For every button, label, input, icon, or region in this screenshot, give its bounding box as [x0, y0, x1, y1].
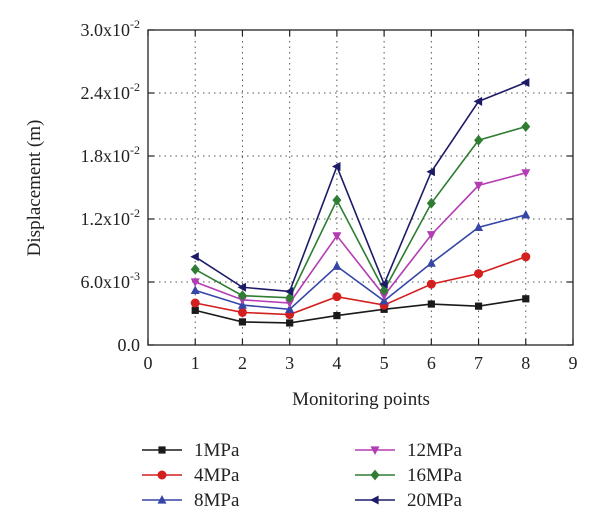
marker-circle	[237, 307, 247, 317]
y-tick-label: 6.0x10-3	[81, 269, 141, 292]
marker-triangle-down	[521, 169, 531, 178]
legend-label: 16MPa	[407, 465, 462, 486]
x-tick-label: 2	[238, 353, 247, 373]
series-20MPa	[190, 78, 530, 296]
y-tick-label: 1.2x10-2	[81, 206, 141, 229]
marker-triangle-left	[331, 162, 341, 171]
x-tick-label: 6	[427, 353, 436, 373]
series-line	[194, 214, 526, 311]
series-4MPa	[190, 252, 531, 320]
legend: 1MPa 4MPa 8MPa 12MPa 16MPa 20MPa	[142, 440, 462, 511]
marker-triangle-down	[474, 181, 484, 191]
legend-item-12MPa: 12MPa	[355, 440, 462, 461]
series-line	[195, 298, 526, 324]
marker-circle	[157, 470, 167, 480]
x-axis-title: Monitoring points	[292, 389, 430, 410]
y-tick-label: 0.0	[118, 335, 141, 355]
marker-triangle-up	[285, 304, 295, 313]
marker-triangle-up	[190, 285, 200, 294]
x-tick-label: 7	[474, 353, 483, 373]
marker-triangle-up	[157, 495, 167, 504]
series-line	[194, 125, 526, 299]
y-axis-title: Displacement (m)	[24, 120, 45, 257]
marker-diamond	[190, 264, 200, 275]
marker-triangle-up	[332, 261, 342, 270]
marker-diamond	[426, 197, 436, 209]
marker-square	[191, 306, 199, 314]
legend-item-8MPa: 8MPa	[142, 490, 240, 511]
marker-triangle-down	[285, 299, 295, 308]
marker-diamond	[521, 121, 531, 132]
marker-triangle-left	[473, 96, 483, 106]
y-tick-label: 2.4x10-2	[81, 80, 141, 103]
marker-circle	[426, 279, 436, 289]
marker-diamond	[474, 134, 484, 146]
legend-label: 4MPa	[194, 465, 240, 486]
series-16MPa	[190, 121, 531, 304]
x-tick-label: 9	[569, 353, 578, 373]
marker-square	[158, 446, 166, 454]
marker-circle	[521, 252, 531, 262]
marker-triangle-left	[237, 282, 247, 292]
marker-diamond	[370, 469, 380, 481]
axes: 0 1 2 3 4 5 6 7 8 9 0.0 6.0x10-3 1.2x10-2 1.8x10-2 2.4…	[81, 17, 578, 373]
x-tick-label: 8	[521, 353, 530, 373]
legend-item-1MPa: 1MPa	[142, 440, 240, 461]
y-tick-label: 1.8x10-2	[81, 143, 141, 166]
marker-triangle-up	[521, 209, 531, 219]
marker-triangle-down	[379, 292, 389, 301]
marker-square	[238, 318, 247, 326]
x-tick-label: 1	[191, 353, 200, 373]
marker-triangle-left	[426, 167, 435, 177]
x-tick-label: 0	[144, 353, 153, 373]
marker-triangle-down	[370, 446, 380, 455]
series-layer	[190, 78, 531, 327]
marker-triangle-left	[284, 286, 294, 296]
marker-triangle-up	[474, 222, 484, 231]
legend-label: 1MPa	[194, 440, 240, 461]
marker-diamond	[285, 292, 295, 304]
x-tick-label: 3	[285, 353, 294, 373]
legend-label: 8MPa	[194, 490, 240, 511]
marker-triangle-down	[332, 232, 342, 241]
y-tick-label: 3.0x10-2	[81, 17, 141, 40]
marker-triangle-up	[426, 258, 436, 267]
marker-triangle-left	[379, 279, 388, 289]
legend-label: 20MPa	[407, 490, 462, 511]
marker-diamond	[237, 290, 247, 302]
legend-item-16MPa: 16MPa	[355, 465, 462, 486]
marker-square	[522, 295, 530, 303]
legend-item-20MPa: 20MPa	[355, 490, 462, 511]
marker-circle	[332, 292, 342, 302]
series-line	[195, 256, 527, 316]
marker-triangle-down	[190, 278, 200, 287]
marker-circle	[190, 298, 200, 308]
marker-square	[474, 302, 483, 310]
marker-circle	[474, 269, 484, 279]
legend-label: 12MPa	[407, 440, 462, 461]
marker-triangle-left	[370, 495, 379, 505]
marker-diamond	[332, 194, 342, 206]
series-line	[194, 81, 527, 293]
series-12MPa	[190, 169, 531, 308]
marker-triangle-left	[520, 78, 530, 87]
marker-square	[286, 319, 294, 327]
x-tick-label: 5	[380, 353, 389, 373]
marker-square	[333, 312, 341, 320]
grid-lines	[148, 30, 573, 345]
plot-frame	[147, 29, 574, 346]
marker-triangle-left	[190, 252, 199, 262]
series-line	[194, 172, 526, 304]
marker-square	[427, 300, 435, 308]
x-tick-label: 4	[332, 353, 341, 373]
marker-triangle-down	[426, 231, 436, 240]
legend-item-4MPa: 4MPa	[142, 465, 240, 486]
